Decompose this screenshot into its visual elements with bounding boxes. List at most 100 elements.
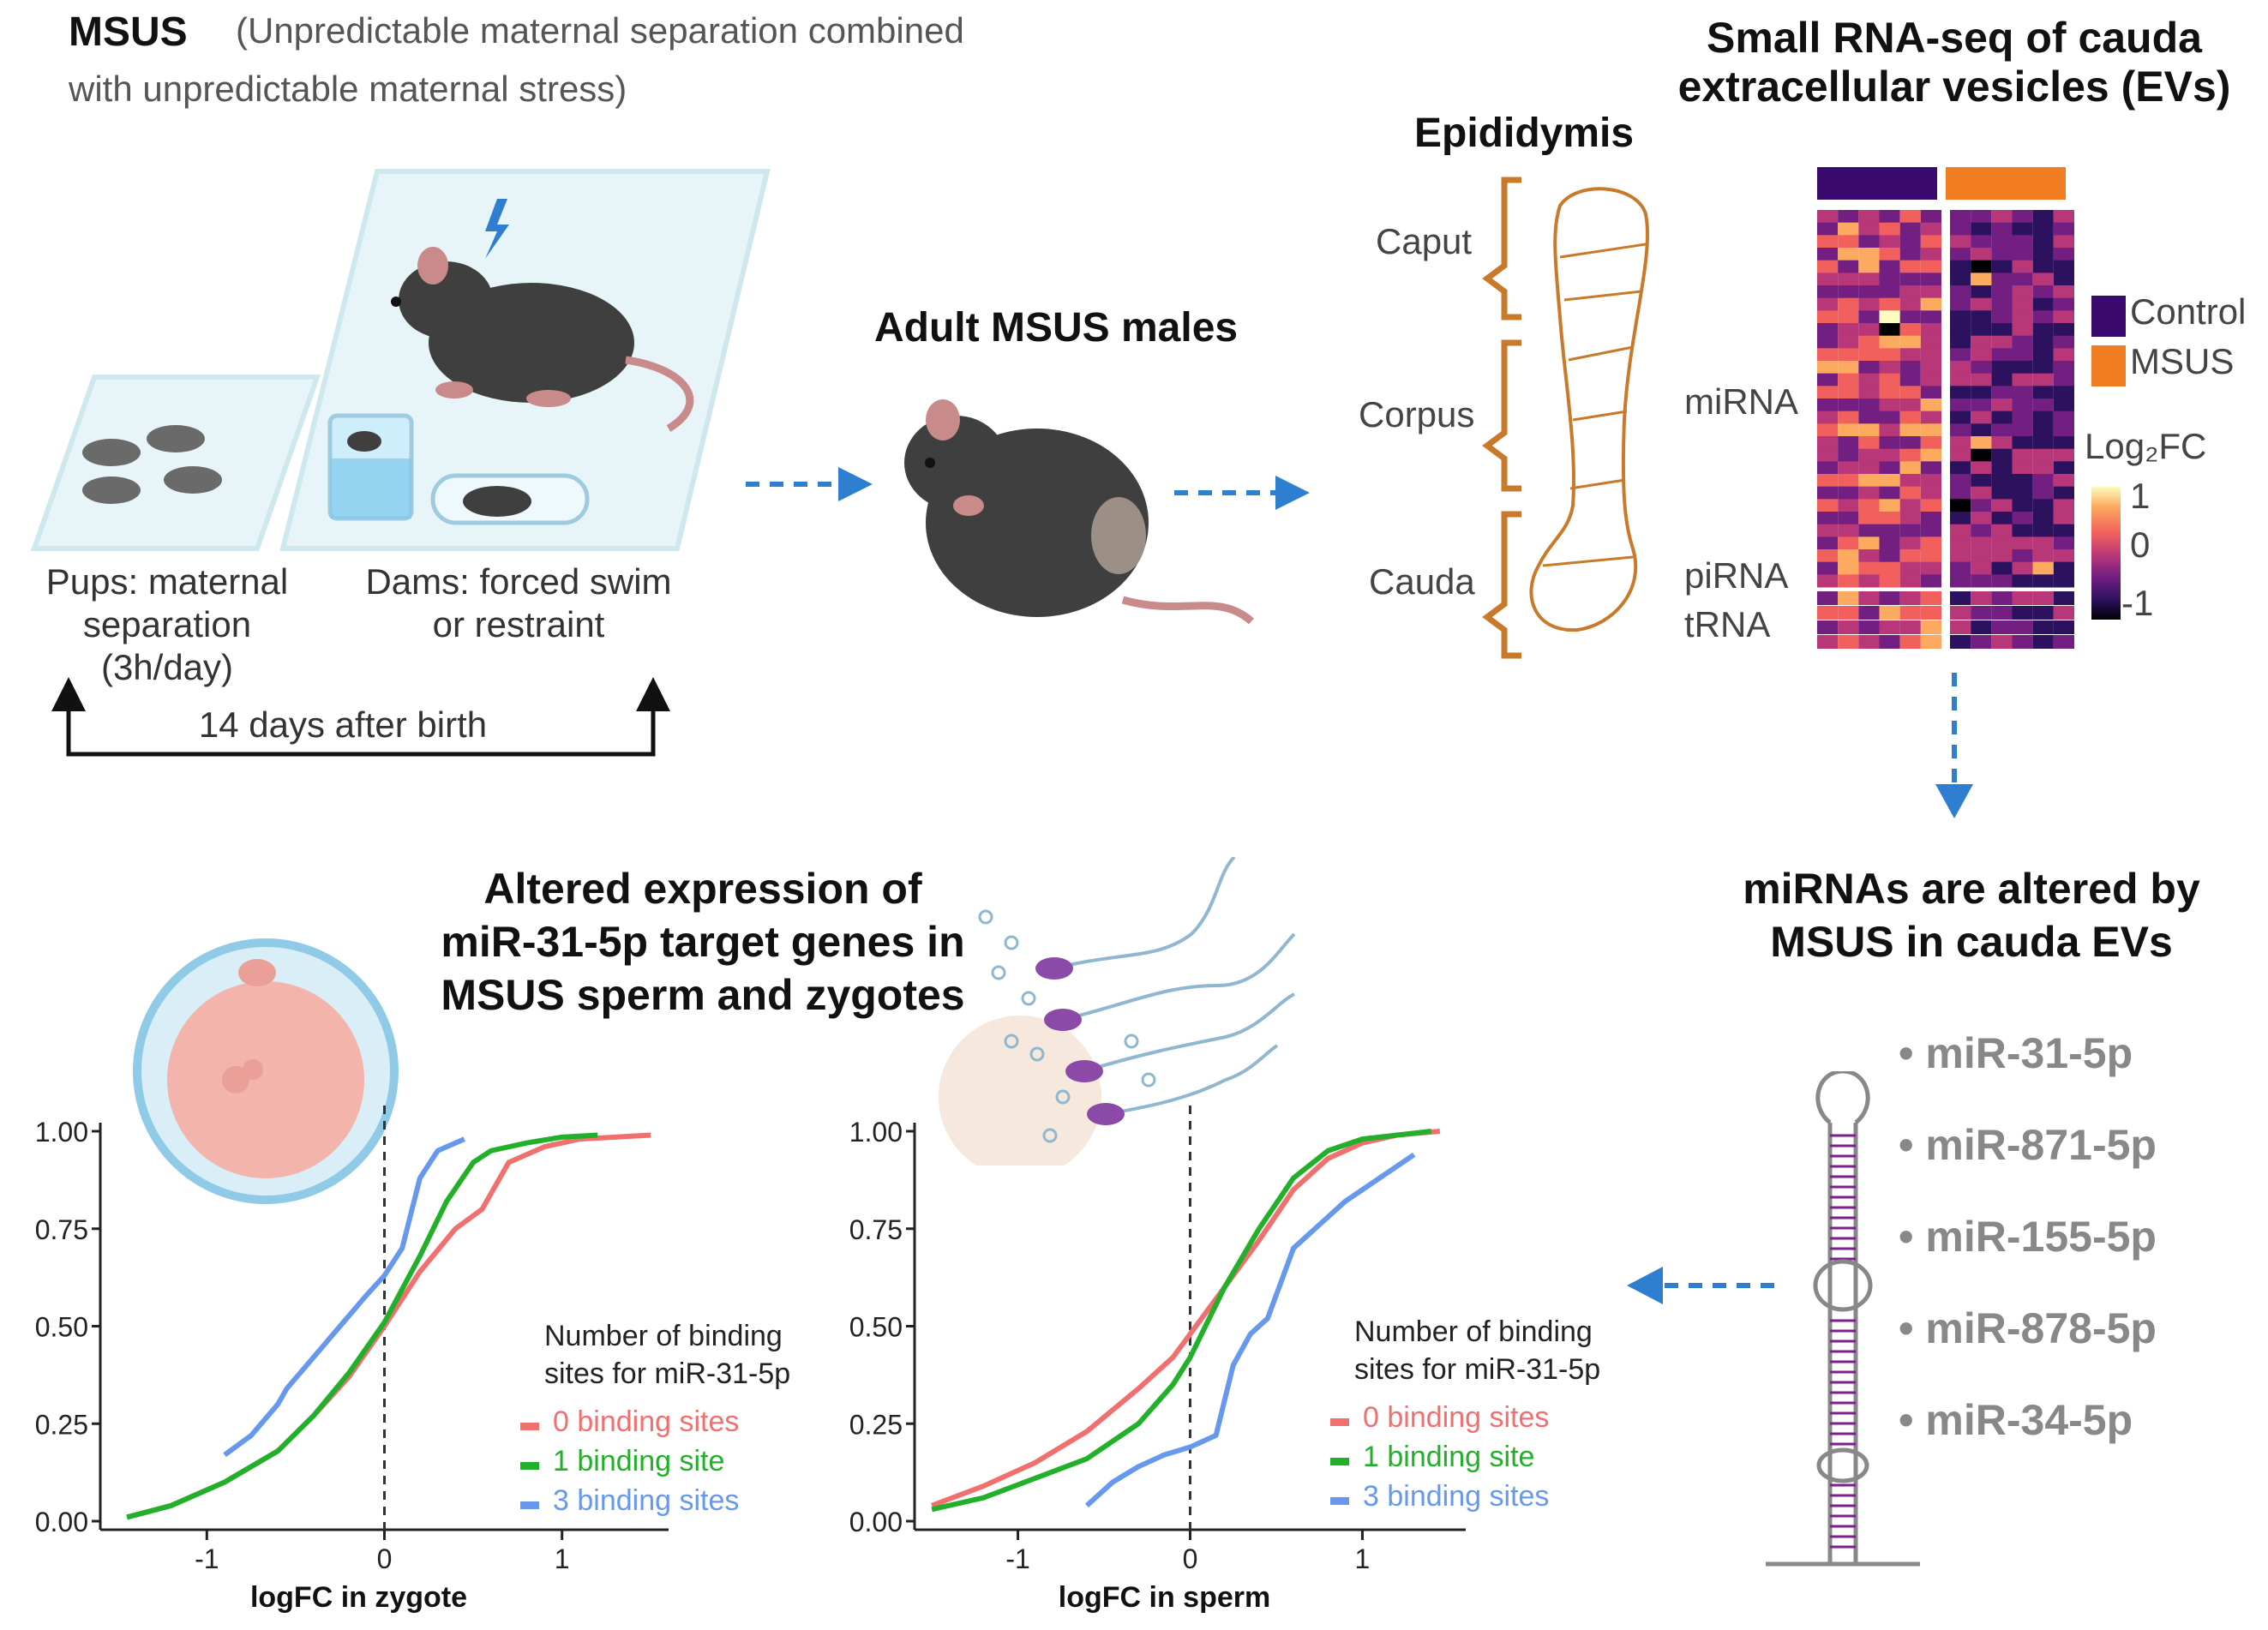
heatmap-cell <box>1879 635 1900 649</box>
heatmap-cell <box>1838 410 1859 424</box>
heatmap-cell <box>2032 273 2054 286</box>
heatmap-cell <box>1838 574 1859 588</box>
heatmap-cell <box>1950 606 1971 620</box>
heatmap-cell <box>1838 386 1859 399</box>
heatmap-cell <box>1971 260 1992 273</box>
heatmap-cell <box>1817 423 1839 437</box>
heatmap-cell <box>2012 591 2033 605</box>
heatmap-cell <box>2053 549 2074 563</box>
heatmap-cell <box>1971 248 1992 261</box>
heatmap-cell <box>1858 260 1880 273</box>
heatmap-cell <box>1899 335 1921 349</box>
heatmap-cell <box>2032 436 2054 450</box>
heatmap-cell <box>1817 620 1839 634</box>
heatmap-cell <box>1920 561 1941 575</box>
heatmap-cell <box>2012 373 2033 387</box>
bubble <box>1055 1089 1071 1105</box>
heatmap-cell <box>1920 260 1941 273</box>
heatmap-cell <box>1971 499 1992 512</box>
heatmap-cell <box>1991 512 2013 525</box>
heatmap-cell <box>2012 436 2033 450</box>
heatmap-cell <box>1971 235 1992 249</box>
heatmap-cell <box>2032 335 2054 349</box>
heatmap-cell <box>2053 335 2074 349</box>
heatmap-cell <box>1817 335 1839 349</box>
heatmap-cell <box>1899 348 1921 362</box>
heatmap-cell <box>2012 297 2033 311</box>
heatmap-cell <box>1991 524 2013 537</box>
heatmap-cell <box>1817 273 1839 286</box>
heatmap-cell <box>1950 461 1971 475</box>
heatmap-cell <box>1950 635 1971 649</box>
mirnas-title-line1: miRNAs are altered by <box>1743 865 2200 913</box>
heatmap-cell <box>1991 323 2013 337</box>
heatmap-cell <box>1971 474 1992 488</box>
heatmap-cell <box>1817 373 1839 387</box>
heatmap-cell <box>1950 210 1971 224</box>
legend-msus-label: MSUS <box>2130 341 2235 381</box>
heatmap-cell <box>1991 474 2013 488</box>
arrow-protocol-to-adult-head <box>838 467 873 501</box>
heatmap-cell <box>1838 285 1859 299</box>
heatmap-cell <box>1971 348 1992 362</box>
heatmap-cell <box>1920 386 1941 399</box>
y-tick-label: 0.50 <box>849 1312 903 1343</box>
heatmap-cell <box>1920 549 1941 563</box>
heatmap-cell <box>2032 348 2054 362</box>
heatmap-cell <box>2032 386 2054 399</box>
heatmap-cell <box>2012 524 2033 537</box>
heatmap-cell <box>1879 410 1900 424</box>
series-line-2 <box>223 1136 465 1458</box>
legend-swatch-1 <box>1330 1458 1349 1465</box>
heatmap-cell <box>1817 549 1839 563</box>
heatmap-cell <box>1899 373 1921 387</box>
heatmap-cell <box>1971 549 1992 563</box>
heatmap-cell <box>1991 436 2013 450</box>
mirna-item-0-label: miR-31-5p <box>1925 1029 2133 1077</box>
legend-label-0: 0 binding sites <box>1363 1401 1549 1434</box>
heatmap-cell <box>1950 297 1971 311</box>
heatmap-cell <box>1817 448 1839 462</box>
timeline-arrow-left <box>51 677 86 711</box>
heatmap-cell <box>1817 386 1839 399</box>
heatmap-cell <box>1899 524 1921 537</box>
heatmap-cell <box>2012 635 2033 649</box>
arrow-mirnas-to-targets <box>1627 1267 1774 1304</box>
heatmap-cell <box>1858 386 1880 399</box>
heatmap-cell <box>1817 235 1839 249</box>
heatmap-cell <box>1858 461 1880 475</box>
legend-title-line2: sites for miR-31-5p <box>1354 1353 1600 1386</box>
heatmap-cell <box>2012 285 2033 299</box>
heatmap-cell <box>1971 536 1992 550</box>
heatmap-cell <box>1899 273 1921 286</box>
heatmap-cell <box>2032 512 2054 525</box>
heatmap-cell <box>1817 210 1839 224</box>
heatmap-cell <box>1971 310 1992 324</box>
heatmap-cell <box>1838 474 1859 488</box>
legend-swatch-0 <box>520 1423 539 1430</box>
heatmap-cell <box>1817 536 1839 550</box>
heatmap-cell <box>1858 310 1880 324</box>
x-axis-label: logFC in zygote <box>250 1581 467 1614</box>
heatmap-cell <box>2053 620 2074 634</box>
heatmap-cell <box>1899 635 1921 649</box>
heatmap-cell <box>2032 606 2054 620</box>
heatmap-cell <box>1971 222 1992 236</box>
y-tick-label: 0.25 <box>849 1409 903 1440</box>
adult-title: Adult MSUS males <box>874 305 1239 351</box>
heatmap-cell <box>1899 591 1921 605</box>
heatmap-cell <box>1879 373 1900 387</box>
heatmap-cell <box>1950 373 1971 387</box>
heatmap-cell <box>2012 361 2033 375</box>
x-tick-label: 1 <box>555 1543 570 1574</box>
heatmap-cell <box>1879 591 1900 605</box>
heatmap-cell <box>1991 260 2013 273</box>
legend-label-1: 1 binding site <box>553 1445 724 1477</box>
heatmap-cell <box>1858 574 1880 588</box>
heatmap-cell <box>1879 486 1900 500</box>
pups-label-line3: (3h/day) <box>100 647 234 687</box>
heatmap-cell <box>1971 386 1992 399</box>
legend-label-2: 3 binding sites <box>553 1484 739 1517</box>
heatmap-cell <box>1879 536 1900 550</box>
heatmap-cell <box>1838 235 1859 249</box>
